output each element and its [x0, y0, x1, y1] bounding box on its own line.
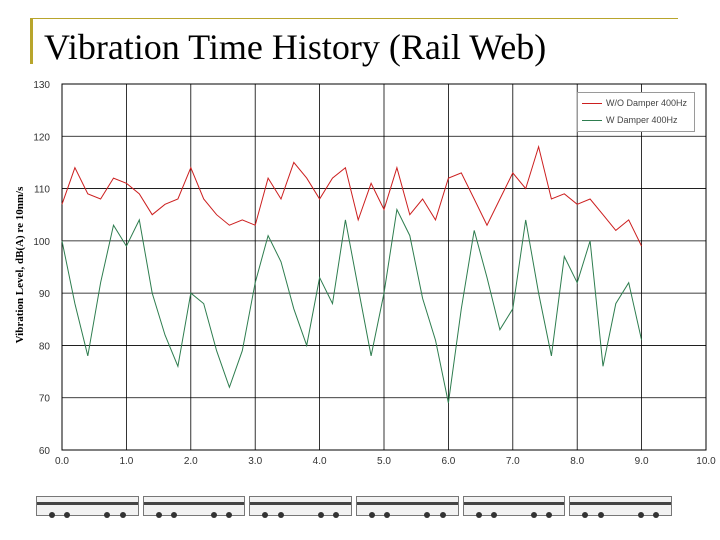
x-tick-label: 0.0: [55, 456, 69, 467]
train-wheel-icon: [439, 512, 446, 518]
train-car: [356, 496, 459, 518]
legend-item-with-damper: W Damper 400Hz: [582, 115, 678, 125]
train-wheel-icon: [155, 512, 162, 518]
train-car-band: [357, 502, 458, 505]
train-wheel-icon: [226, 512, 233, 518]
y-tick-label: 100: [33, 237, 50, 248]
train-car-band: [463, 502, 565, 505]
x-tick-label: 4.0: [313, 456, 327, 467]
train-wheel-icon: [369, 512, 376, 518]
train-wheel-icon: [332, 512, 339, 518]
legend-label-without-damper: W/O Damper 400Hz: [606, 98, 688, 108]
train-car: [36, 496, 139, 518]
y-tick-label: 120: [33, 132, 50, 143]
train-car: [569, 496, 672, 518]
x-tick-label: 7.0: [506, 456, 520, 467]
train-wheel-icon: [531, 512, 538, 518]
train-wheel-icon: [104, 512, 111, 518]
train-wheel-icon: [262, 512, 269, 518]
train-wheel-icon: [424, 512, 431, 518]
train-wheel-icon: [317, 512, 324, 518]
series-line-without-damper: [61, 144, 643, 247]
train-wheel-icon: [277, 512, 284, 518]
train-wheel-icon: [582, 512, 589, 518]
y-tick-label: 130: [33, 80, 50, 91]
train-wheel-icon: [211, 512, 218, 518]
train-filmstrip: [34, 492, 674, 520]
train-wheel-icon: [170, 512, 177, 518]
y-tick-label: 110: [34, 185, 50, 196]
train-car: [142, 496, 246, 518]
train-wheel-icon: [652, 512, 659, 518]
train-car: [462, 496, 566, 518]
y-tick-label: 70: [39, 394, 51, 405]
x-tick-label: 5.0: [377, 456, 391, 467]
train-car-band: [250, 502, 351, 505]
train-wheel-icon: [490, 512, 497, 518]
chart-legend: W/O Damper 400Hz W Damper 400Hz: [577, 92, 695, 132]
train-wheel-icon: [49, 512, 56, 518]
x-tick-label: 8.0: [570, 456, 584, 467]
y-axis-title: Vibration Level, dB(A) re 10nm/s: [14, 186, 26, 344]
y-tick-label: 90: [39, 289, 51, 300]
series-line-with-damper: [61, 207, 643, 404]
train-wheel-icon: [597, 512, 604, 518]
x-tick-label: 10.0: [696, 456, 716, 467]
title-rule: [30, 18, 678, 19]
legend-swatch-without-damper: [582, 103, 602, 105]
train-car-band: [37, 502, 138, 505]
train-wheel-icon: [119, 512, 126, 518]
x-tick-label: 6.0: [441, 456, 455, 467]
y-tick-label: 60: [39, 446, 51, 457]
train-wheel-icon: [384, 512, 391, 518]
x-tick-label: 3.0: [248, 456, 262, 467]
train-wheel-icon: [475, 512, 482, 518]
train-wheel-icon: [546, 512, 553, 518]
train-wheel-icon: [637, 512, 644, 518]
x-tick-label: 2.0: [184, 456, 198, 467]
y-tick-label: 80: [39, 341, 51, 352]
train-car-band: [143, 502, 245, 505]
x-tick-label: 1.0: [119, 456, 133, 467]
x-tick-label: 9.0: [635, 456, 649, 467]
title-accent-bar: [30, 18, 33, 64]
train-car-band: [570, 502, 671, 505]
legend-label-with-damper: W Damper 400Hz: [606, 115, 678, 125]
legend-swatch-with-damper: [582, 120, 602, 122]
legend-item-without-damper: W/O Damper 400Hz: [582, 98, 687, 108]
train-wheel-icon: [64, 512, 71, 518]
slide-title: Vibration Time History (Rail Web): [44, 27, 547, 67]
train-car: [249, 496, 352, 518]
